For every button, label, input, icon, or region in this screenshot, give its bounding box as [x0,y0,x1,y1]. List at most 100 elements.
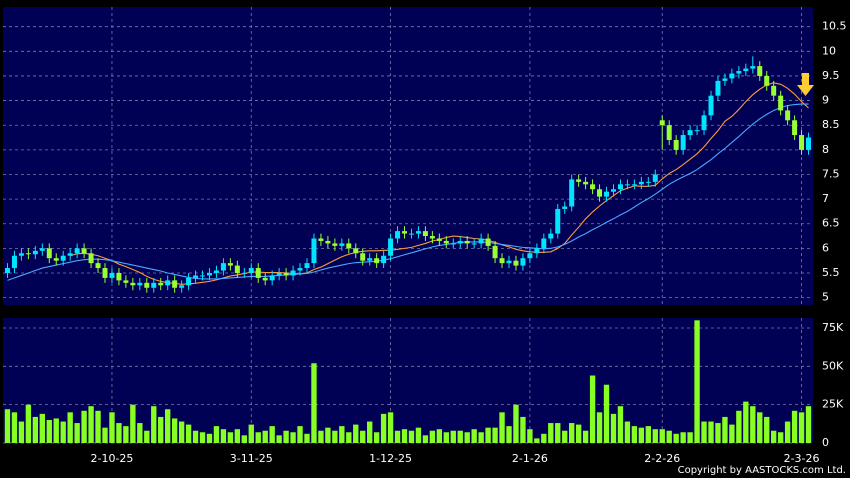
arrow-shaft [802,73,809,86]
volume-bar [555,423,561,443]
candle-body [304,263,310,269]
candle-body [130,282,136,286]
candle-body [95,263,101,269]
volume-bar [67,412,73,443]
volume-bar [283,430,289,443]
volume-bar [569,423,575,443]
volume-tick-label: 50K [822,359,844,372]
x-tick-label: 2-2-26 [644,452,680,465]
candle-body [402,231,408,234]
volume-bar [715,423,721,443]
candle-body [722,78,728,81]
candle-body [381,255,387,264]
candle-body [485,238,491,246]
volume-bar [652,429,658,443]
volume-bar [74,423,80,443]
volume-bar [743,401,749,443]
volume-bar [478,432,484,443]
volume-bar [137,423,143,443]
volume-bar [694,320,700,443]
volume-bar [11,412,18,443]
candle-body [534,248,540,254]
candle-body [729,73,735,79]
volume-bar [88,406,94,443]
candle-body [541,238,547,249]
candle-body [137,282,143,286]
candle-body [548,233,554,239]
volume-bar [757,412,763,443]
candle-body [200,275,206,277]
volume-bar [513,404,519,443]
candle-body [241,272,247,274]
candle-body [360,253,366,261]
candle-body [193,275,199,278]
candle-body [617,184,623,190]
y-tick-label: 10.5 [822,20,847,33]
volume-bar [798,412,805,443]
y-tick-label: 7.5 [822,167,840,180]
volume-bar [199,432,206,443]
volume-bar [346,432,352,443]
candle-body [478,238,484,244]
volume-bar [206,433,213,443]
candle-body [659,120,665,126]
candle-body [680,135,686,150]
candle-body [346,243,352,249]
candle-body [269,275,275,281]
candle-body [443,240,449,244]
candle-body [562,206,568,209]
x-tick-label: 2-1-26 [512,452,548,465]
candle-body [715,80,721,96]
volume-bar [443,432,449,443]
candle-body [701,115,707,131]
candle-body [694,130,700,132]
volume-tick-label: 0 [822,436,829,449]
volume-bar [673,433,679,443]
volume-bar [102,427,108,443]
y-tick-label: 9 [822,94,829,107]
candle-body [234,265,240,273]
volume-bar [269,426,275,443]
volume-bar [471,429,477,443]
candle-body [708,95,714,116]
volume-bar [541,433,547,443]
volume-bar [666,430,672,443]
candle-body [666,125,672,140]
candle-body [520,258,526,266]
candle-body [367,258,373,261]
y-tick-label: 8.5 [822,118,840,131]
volume-bar [4,409,11,443]
candle-body [583,181,589,185]
candle-body [248,268,254,273]
candle-body [604,191,610,197]
volume-bar [290,432,296,443]
y-tick-label: 5.5 [822,266,840,279]
x-tick-label: 1-12-25 [369,452,412,465]
candle-body [499,258,505,264]
candle-body [631,184,637,186]
moving-average [7,103,809,281]
volume-bar [360,430,366,443]
candle-body [339,243,345,246]
volume-bar [394,430,401,443]
volume-bar [624,421,631,443]
volume-bar [736,410,742,443]
volume-bar [81,410,87,443]
x-tick-label: 2-10-25 [90,452,133,465]
volume-panel [3,318,813,443]
volume-bar [185,424,192,443]
candle-body [18,253,24,256]
candle-body [429,236,435,239]
volume-bar [144,430,150,443]
candle-body [422,231,428,237]
volume-bar [116,423,122,443]
volume-tick-label: 25K [822,398,844,411]
candle-body [67,253,73,256]
volume-bar [708,421,714,443]
volume-bar [25,404,32,443]
candle-body [757,66,763,76]
volume-bar [380,413,387,443]
volume-bar [213,426,220,443]
volume-bar [60,421,66,443]
volume-bar [95,410,101,443]
